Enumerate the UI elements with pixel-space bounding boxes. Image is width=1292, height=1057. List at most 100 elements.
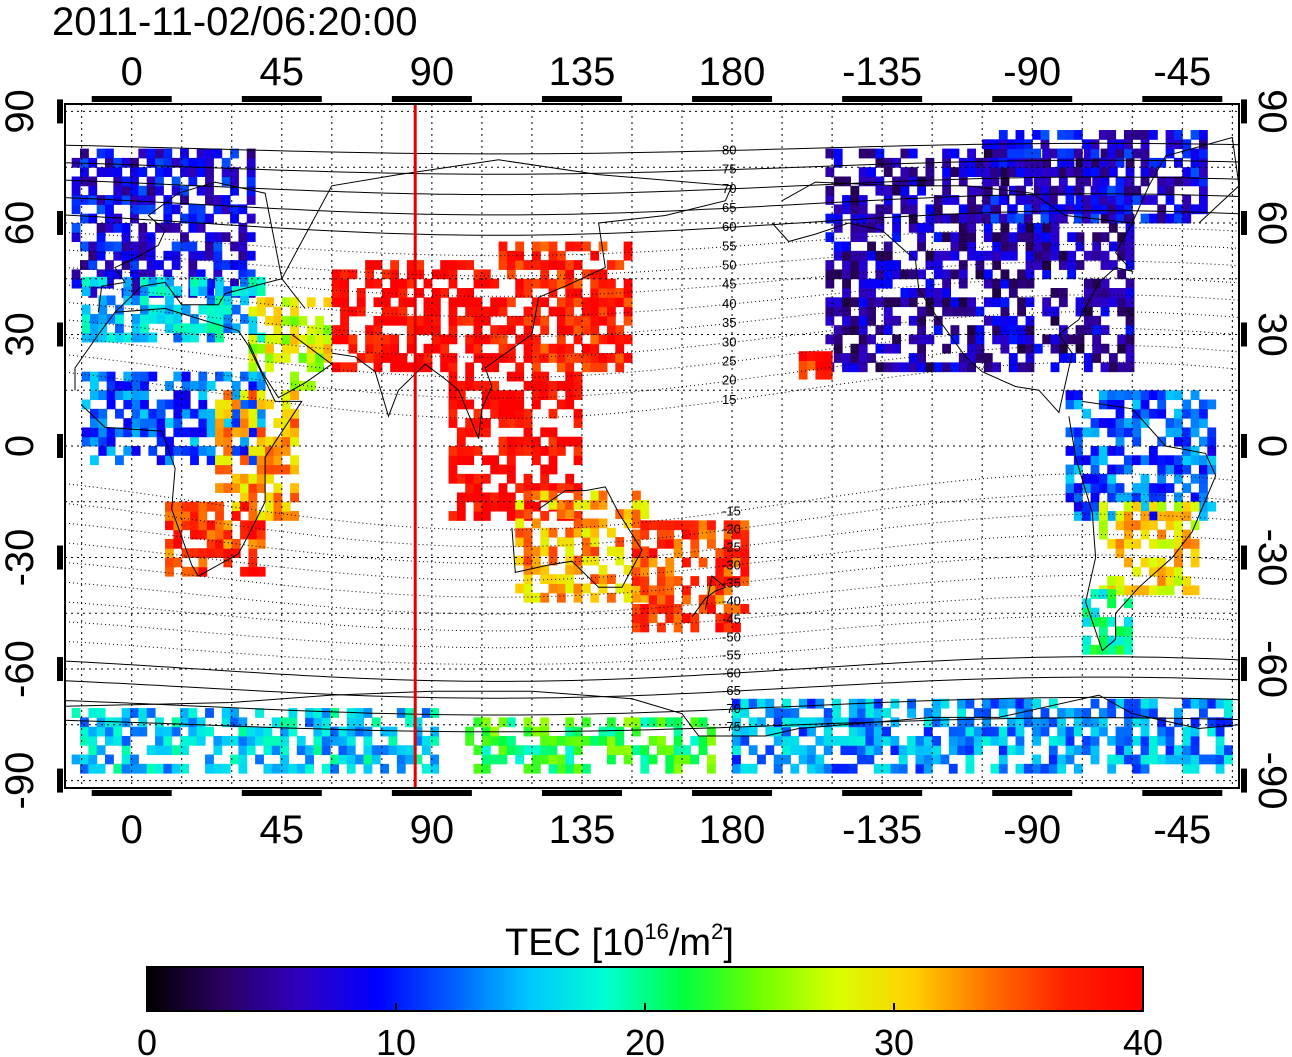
tec-cell (1025, 334, 1035, 345)
tec-cell (255, 735, 264, 746)
tec-cell (163, 735, 173, 746)
tec-cell (196, 735, 206, 746)
tec-cell (481, 353, 491, 363)
tec-cell (932, 754, 941, 765)
tec-cell (1040, 139, 1050, 150)
tec-cell (1148, 408, 1158, 419)
tec-cell (598, 288, 608, 298)
tec-cell (657, 594, 666, 605)
tec-cell (215, 538, 224, 549)
tec-cell (138, 726, 148, 737)
tec-cell (833, 250, 843, 261)
tec-cell (256, 390, 266, 401)
tec-cell (1032, 157, 1042, 168)
tec-cell (198, 286, 208, 296)
tec-cell (1115, 492, 1125, 503)
tec-cell (1082, 511, 1092, 521)
tec-cell (873, 763, 883, 774)
tec-cell (732, 576, 741, 586)
tec-cell (908, 353, 918, 363)
tec-cell (440, 343, 450, 354)
tec-cell (106, 314, 116, 324)
tec-cell (281, 399, 291, 410)
tec-cell (205, 763, 214, 774)
tec-cell (623, 717, 633, 728)
tec-cell (473, 483, 483, 493)
tec-cell (248, 399, 258, 410)
tec-cell (875, 260, 885, 270)
tec-cell (156, 408, 166, 419)
tec-cell (1115, 195, 1125, 205)
tec-cell (1125, 250, 1135, 261)
tec-cell (1190, 176, 1200, 187)
tec-cell (640, 546, 650, 557)
tec-cell (707, 763, 716, 774)
tec-cell (121, 185, 131, 196)
tec-cell (875, 250, 885, 261)
tec-cell (248, 343, 258, 354)
tec-cell (548, 250, 558, 261)
tec-cell (933, 362, 943, 373)
tec-cell (198, 557, 208, 568)
tec-cell (1198, 176, 1208, 187)
tec-cell (925, 278, 935, 289)
tec-cell (498, 297, 508, 308)
tec-cell (1098, 511, 1108, 521)
tec-cell (515, 527, 525, 538)
tec-cell (1015, 726, 1025, 737)
tec-cell (205, 250, 214, 261)
tec-cell (982, 204, 992, 215)
tec-cell (146, 708, 156, 718)
tec-cell (850, 195, 860, 205)
tec-cell (1207, 436, 1217, 447)
tec-cell (825, 185, 835, 196)
tec-cell (867, 297, 876, 308)
tec-cell (623, 509, 633, 519)
tec-cell (925, 222, 935, 233)
contour-mlat (65, 243, 1239, 277)
tec-cell (782, 717, 791, 728)
tec-cell (975, 250, 985, 261)
contour-label: -35 (722, 575, 741, 590)
contour-label: 65 (722, 200, 736, 215)
tec-cell (315, 325, 324, 335)
tec-cell (223, 399, 233, 410)
tec-cell (165, 511, 174, 521)
tec-cell (581, 362, 591, 373)
tec-cell (1057, 130, 1067, 140)
tec-cell (398, 288, 408, 298)
tec-cell (842, 297, 851, 308)
tec-cell (88, 250, 98, 261)
frame-lat-bar (1241, 434, 1247, 458)
tec-cell (223, 304, 233, 315)
contour-label: -60 (722, 665, 741, 680)
tec-cell (565, 260, 575, 270)
tec-cell (181, 427, 191, 438)
tec-cell (188, 726, 198, 737)
contour-mlat (65, 193, 1239, 216)
tec-cell (155, 260, 164, 270)
tec-cell (682, 585, 691, 596)
tec-cell (215, 286, 224, 296)
tec-cell (1057, 204, 1067, 215)
tec-cell (1033, 250, 1043, 261)
tec-cell (1190, 501, 1200, 512)
tec-cell (925, 167, 935, 177)
tec-cell (481, 269, 491, 280)
tec-cell (90, 371, 99, 382)
tec-cell (290, 418, 299, 428)
tec-cell (1015, 745, 1025, 756)
tec-cell (1032, 735, 1042, 746)
tec-cell (581, 306, 591, 317)
tec-cell (957, 726, 967, 737)
tec-cell (1157, 408, 1167, 419)
tec-cell (248, 362, 258, 373)
tec-cell (1148, 167, 1158, 177)
tec-cell (388, 745, 398, 756)
tec-cell (615, 583, 625, 594)
tec-cell (331, 288, 341, 298)
lon-tick-label-bottom: 180 (699, 808, 766, 852)
tec-cell (1190, 763, 1200, 774)
tec-cell (123, 427, 133, 438)
tec-cell (1007, 204, 1017, 215)
